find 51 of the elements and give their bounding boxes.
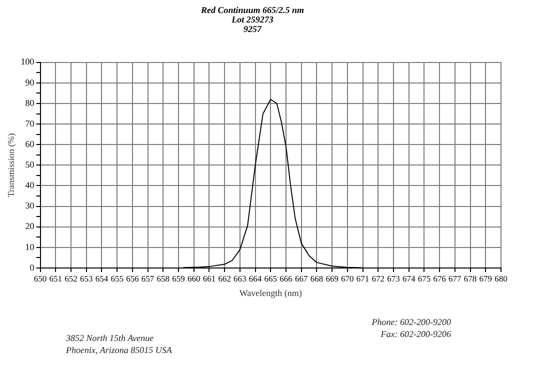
- x-tick-label: 653: [80, 273, 93, 284]
- x-tick-label: 654: [95, 273, 109, 284]
- x-tick-label: 660: [187, 273, 200, 284]
- x-tick-label: 652: [64, 273, 78, 284]
- x-tick-label: 661: [202, 273, 216, 284]
- y-tick-label: 10: [25, 242, 35, 252]
- x-tick-label: 650: [34, 273, 47, 284]
- x-tick-label: 662: [218, 273, 231, 284]
- y-tick-label: 40: [25, 180, 35, 190]
- text: Phone: 602-200-9200: [372, 316, 451, 328]
- x-tick-label: 670: [341, 273, 354, 284]
- x-tick-label: 656: [126, 273, 139, 284]
- text: Red Continuum 665/2.5 nm: [200, 5, 304, 16]
- x-tick-label: 668: [310, 273, 324, 284]
- text: Phoenix, Arizona 85015 USA: [66, 344, 172, 356]
- y-tick-label: 90: [25, 77, 35, 88]
- x-tick-label: 676: [433, 273, 446, 284]
- x-tick-label: 651: [49, 273, 62, 284]
- text: Lot 259273: [232, 14, 274, 25]
- x-tick-label: 664: [248, 273, 262, 284]
- x-tick-label: 679: [479, 273, 492, 284]
- x-tick-label: 655: [110, 273, 124, 284]
- y-tick-label: 0: [30, 262, 35, 272]
- x-tick-label: 657: [141, 273, 154, 284]
- y-tick-label: 30: [25, 200, 35, 211]
- y-axis-title: Transmission (%): [6, 133, 16, 198]
- y-tick-label: 80: [25, 98, 35, 108]
- x-axis-title: Wavelength (nm): [239, 288, 302, 298]
- x-tick-label: 663: [234, 273, 246, 284]
- x-tick-label: 665: [264, 273, 278, 284]
- x-tick-label: 667: [294, 273, 308, 284]
- x-tick-label: 674: [402, 273, 416, 284]
- x-tick-label: 669: [326, 273, 338, 284]
- y-tick-label: 70: [25, 118, 35, 128]
- y-tick-label: 50: [25, 160, 35, 170]
- x-tick-label: 677: [448, 273, 462, 284]
- text: 9257: [244, 24, 262, 34]
- x-tick-label: 659: [172, 273, 185, 284]
- x-tick-label: 678: [464, 273, 477, 284]
- y-tick-label: 20: [25, 221, 35, 232]
- x-tick-label: 672: [372, 273, 385, 284]
- x-tick-label: 675: [418, 273, 431, 284]
- y-tick-label: 60: [25, 138, 35, 149]
- text: 3852 North 15th Avenue: [66, 332, 155, 344]
- x-tick-label: 666: [280, 273, 292, 284]
- x-tick-label: 673: [387, 273, 400, 284]
- x-tick-label: 680: [494, 273, 508, 284]
- y-tick-label: 100: [20, 56, 35, 67]
- text: Fax: 602-200-9206: [380, 328, 451, 340]
- x-tick-label: 671: [356, 273, 370, 284]
- x-tick-label: 658: [156, 273, 170, 284]
